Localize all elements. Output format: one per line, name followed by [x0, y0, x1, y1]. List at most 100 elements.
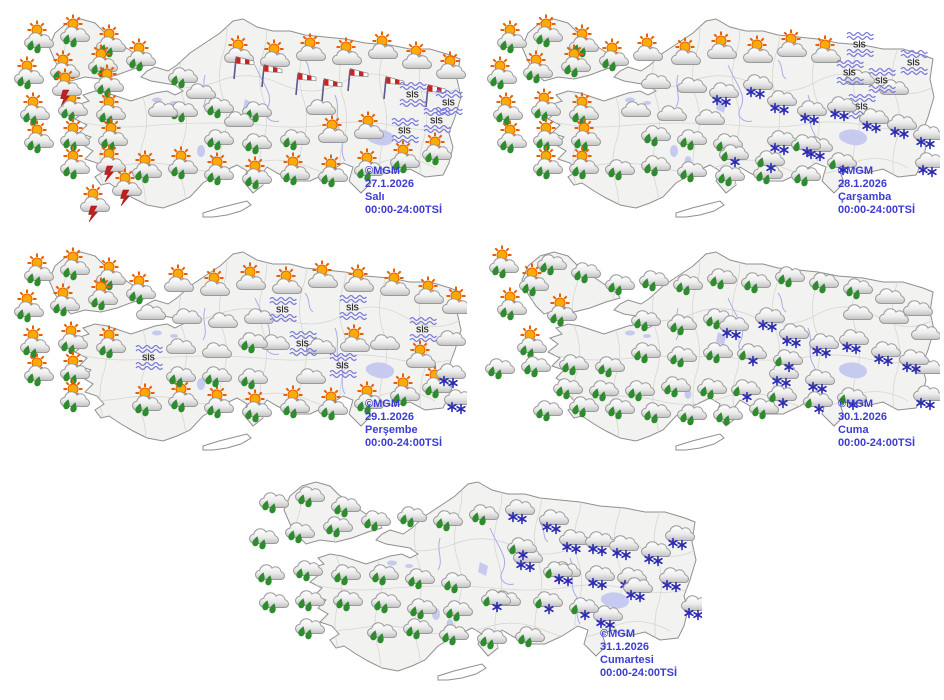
wind-icon: [233, 56, 255, 80]
suncloud-icon: [307, 260, 339, 288]
forecast-map-day-2[interactable]: SİS SİS SİS SİS SİS ©MGM 28.1.2026 Çarşamba …: [478, 5, 940, 233]
day-text: Cumartesi: [600, 654, 654, 666]
suncloud-icon: [259, 39, 291, 67]
rainsnow-icon: [532, 591, 564, 615]
sunrain-icon: [97, 118, 129, 152]
cloud-icon: [902, 300, 934, 316]
sunrain-icon: [23, 20, 55, 54]
suncloud-icon: [810, 35, 842, 63]
snow-icon: [608, 535, 640, 561]
suncloud-icon: [379, 268, 411, 296]
sunrain-icon: [492, 92, 524, 126]
suncloud-icon: [401, 41, 433, 69]
rainsnow-icon: [836, 387, 868, 411]
rainsnow-icon: [790, 134, 822, 158]
storm-icon: [95, 144, 127, 183]
copyright-text: ©MGM: [600, 628, 635, 640]
snow-icon: [538, 509, 570, 535]
forecast-map-day-5[interactable]: ©MGM 31.1.2026 Cumartesi 00:00-24:00TSİ: [240, 468, 702, 696]
sunrain-icon: [241, 156, 273, 190]
day-text: Salı: [365, 191, 385, 203]
snow-icon: [898, 349, 930, 375]
sunrain-icon: [23, 253, 55, 287]
sunrain-icon: [421, 132, 453, 166]
rain-icon: [370, 592, 402, 614]
sunrain-icon: [598, 38, 630, 72]
sunrain-icon: [389, 140, 421, 174]
rain-icon: [604, 159, 636, 181]
rain-icon: [640, 125, 672, 147]
rain-icon: [294, 590, 326, 612]
fog-icon: SİS: [846, 31, 874, 58]
rain-icon: [476, 628, 508, 650]
map-label-5: ©MGM 31.1.2026 Cumartesi 00:00-24:00TSİ: [600, 628, 704, 680]
rain-icon: [630, 310, 662, 332]
fog-icon: SİS: [399, 81, 427, 108]
sunrain-icon: [522, 50, 554, 84]
svg-text:SİS: SİS: [442, 99, 456, 108]
cloud-icon: [201, 342, 233, 358]
rainsnow-icon: [730, 379, 762, 403]
sunrain-icon: [87, 277, 119, 311]
day-text: Cuma: [838, 424, 869, 436]
turkey-weather-map-2: SİS SİS SİS SİS SİS: [486, 14, 940, 218]
forecast-map-day-1[interactable]: SİS SİS SİS SİS ©MGM 27.1.2026 Salı 00:00-2…: [5, 5, 467, 233]
rain-icon: [438, 624, 470, 646]
suncloud-icon: [742, 35, 774, 63]
sunrain-icon: [486, 56, 518, 90]
suncloud-icon: [632, 33, 664, 61]
sunrain-icon: [95, 92, 127, 126]
rain-icon: [294, 486, 326, 508]
svg-text:SİS: SİS: [336, 362, 350, 371]
sunrain-icon: [532, 146, 564, 180]
rain-icon: [402, 618, 434, 640]
rain-icon: [404, 568, 436, 590]
cloud-icon: [842, 304, 874, 320]
suncloud-icon: [413, 276, 445, 304]
rain-icon: [706, 268, 738, 290]
suncloud-icon: [199, 268, 231, 296]
sunrain-icon: [57, 321, 89, 355]
map-label-4: ©MGM 30.1.2026 Cuma 00:00-24:00TSİ: [838, 398, 942, 450]
sunrain-icon: [23, 353, 55, 387]
rain-icon: [406, 598, 438, 620]
day-text: Çarşamba: [838, 191, 892, 203]
rain-icon: [712, 404, 744, 426]
sunrain-icon: [532, 118, 564, 152]
rain-icon: [672, 274, 704, 296]
rain-icon: [258, 592, 290, 614]
rain-icon: [740, 272, 772, 294]
turkey-weather-map-1: SİS SİS SİS SİS: [13, 14, 467, 223]
date-text: 27.1.2026: [365, 178, 414, 190]
rain-icon: [366, 622, 398, 644]
fog-icon: SİS: [329, 352, 357, 379]
snow-icon: [912, 385, 940, 411]
forecast-map-day-3[interactable]: SİS SİS SİS SİS SİS SİS ©MGM 29.1.2026 Perşem…: [5, 238, 467, 466]
rain-icon: [396, 506, 428, 528]
snow-icon: [708, 82, 740, 108]
copyright-text: ©MGM: [365, 165, 400, 177]
rainsnow-icon: [506, 537, 538, 561]
sunrain-icon: [353, 381, 385, 415]
rain-icon: [520, 356, 552, 378]
sunrain-icon: [59, 379, 91, 413]
rainsnow-icon: [766, 385, 798, 409]
turkey-weather-map-4: [484, 245, 940, 451]
forecast-map-day-4[interactable]: ©MGM 30.1.2026 Cuma 00:00-24:00TSİ: [478, 238, 940, 466]
rainsnow-icon: [542, 561, 574, 585]
rain-icon: [594, 356, 626, 378]
sunrain-icon: [546, 293, 578, 327]
rain-icon: [203, 129, 235, 151]
rainsnow-icon: [754, 150, 786, 174]
wind-icon: [261, 64, 283, 88]
rain-icon: [702, 342, 734, 364]
copyright-text: ©MGM: [838, 398, 873, 410]
sunrain-icon: [95, 24, 127, 58]
sunrain-icon: [568, 24, 600, 58]
svg-text:SİS: SİS: [855, 103, 869, 112]
svg-text:SİS: SİS: [276, 306, 290, 315]
cloud-icon: [369, 334, 401, 350]
rain-icon: [237, 332, 269, 354]
suncloud-icon: [367, 31, 399, 59]
